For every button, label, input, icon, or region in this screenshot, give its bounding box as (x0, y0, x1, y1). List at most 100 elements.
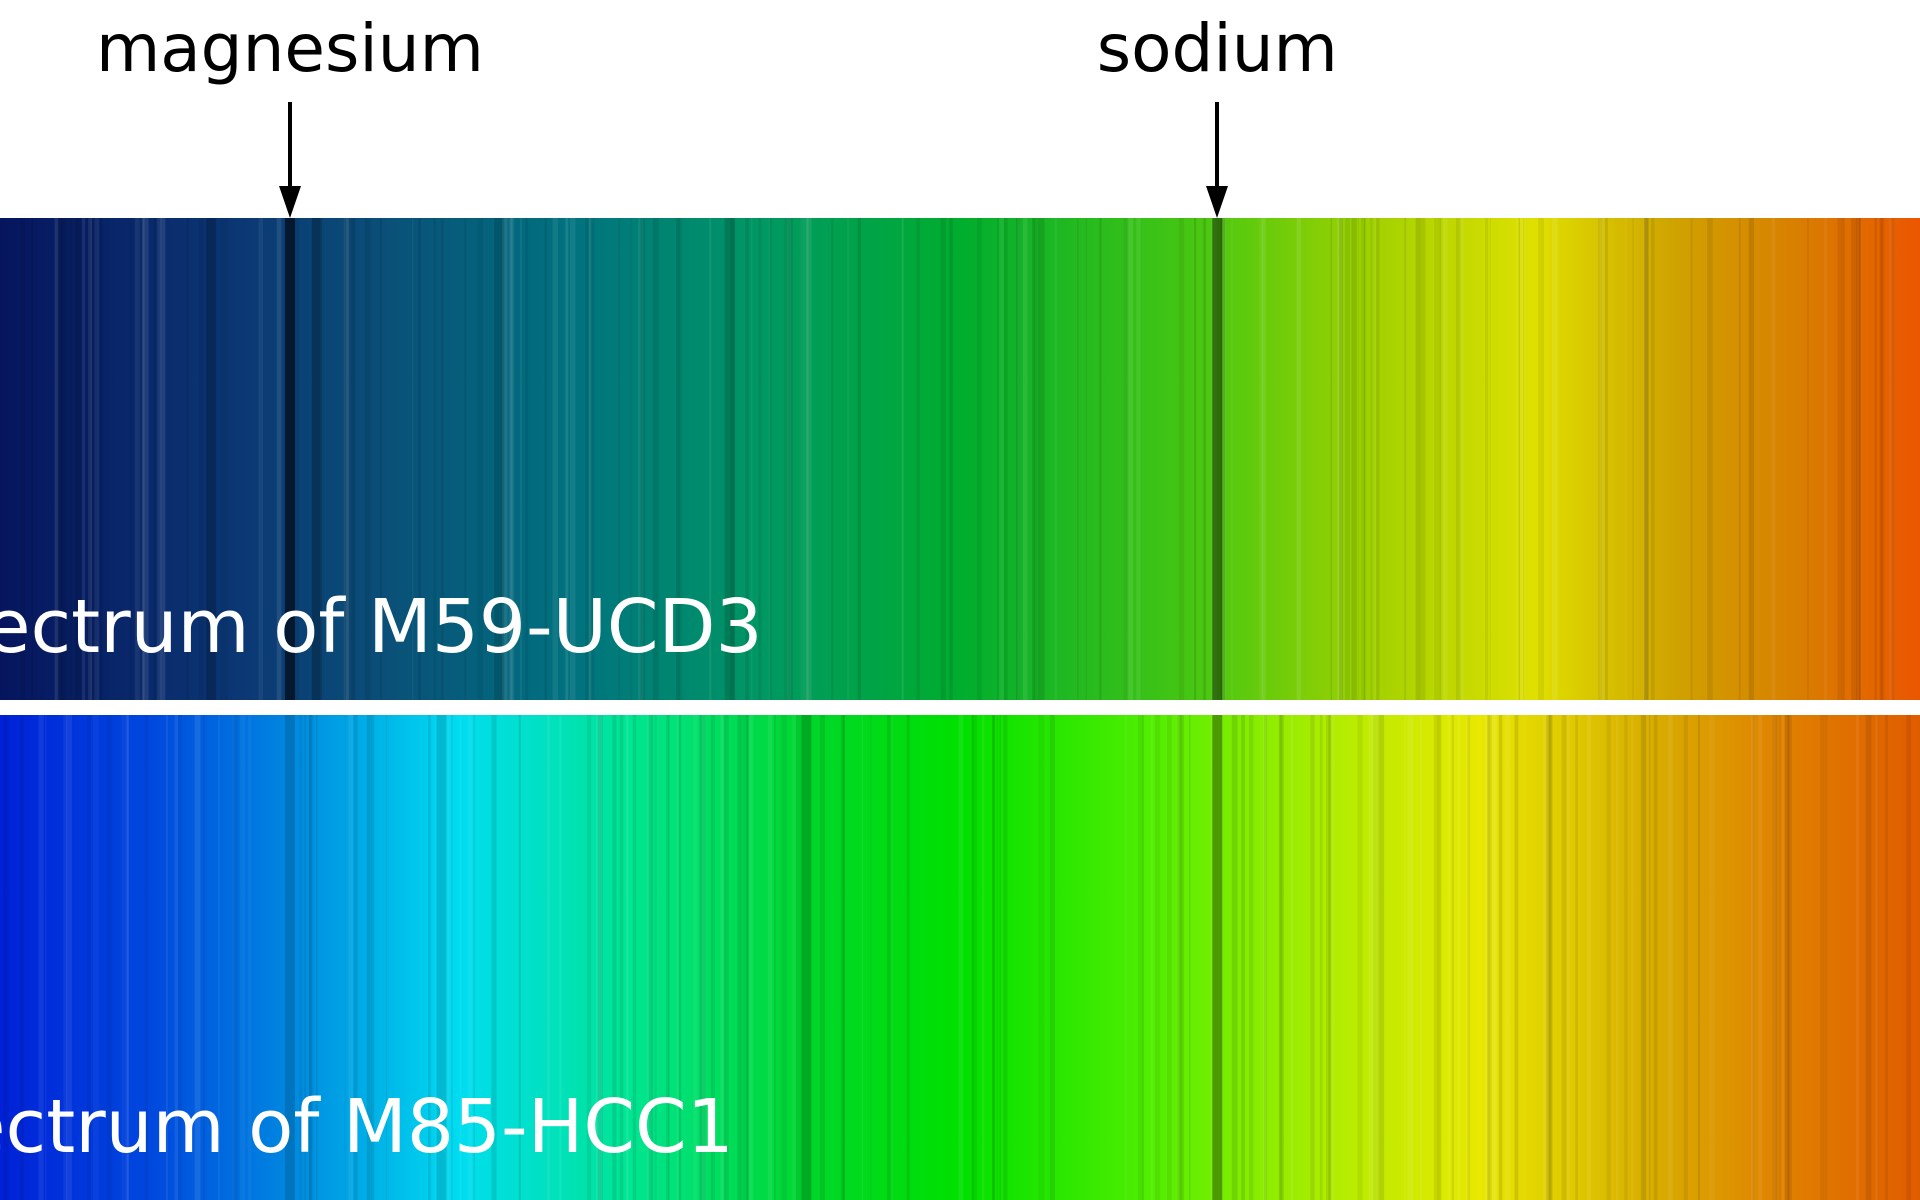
spectrum-texture-stripe (20, 218, 25, 700)
spectrum-texture-stripe (1031, 218, 1036, 700)
spectrum-texture-stripe (1709, 715, 1715, 1200)
spectrum-texture-stripe (1015, 218, 1020, 700)
spectrum-texture-stripe (144, 715, 149, 1200)
spectrum-caption: pectrum of M59-UCD3 (0, 584, 763, 670)
spectrum-m59-ucd3: pectrum of M59-UCD3 (0, 218, 1920, 700)
spectrum-texture-stripe (940, 218, 946, 700)
spectrum-texture-stripe (1038, 218, 1045, 700)
spectrum-texture-stripe (759, 218, 762, 700)
spectrum-texture-stripe (1447, 715, 1451, 1200)
spectrum-texture-stripe (1643, 218, 1648, 700)
spectrum-texture-stripe (1175, 715, 1181, 1200)
spectrum-texture-stripe (31, 218, 33, 700)
spectrum-texture-stripe (518, 715, 521, 1200)
spectrum-texture-stripe (1505, 715, 1511, 1200)
spectrum-texture-stripe (1773, 715, 1776, 1200)
spectrum-texture-stripe (160, 218, 166, 700)
spectrum-texture-stripe (298, 715, 303, 1200)
spectrum-texture-stripe (1330, 218, 1333, 700)
spectrum-texture-stripe (369, 218, 372, 700)
spectrum-texture-stripe (1467, 715, 1471, 1200)
spectrum-texture-stripe (1758, 715, 1762, 1200)
spectrum-texture-stripe (648, 715, 654, 1200)
spectrum-texture-stripe (202, 715, 205, 1200)
spectrum-texture-stripe (559, 715, 562, 1200)
spectrum-texture-stripe (1136, 218, 1141, 700)
spectrum-texture-stripe (646, 715, 651, 1200)
absorption-line (1212, 715, 1223, 1200)
spectrum-texture-stripe (1561, 715, 1567, 1200)
spectrum-texture-stripe (477, 218, 484, 700)
spectrum-texture-stripe (67, 218, 69, 700)
spectrum-texture-stripe (1606, 715, 1611, 1200)
spectrum-texture-stripe (276, 218, 282, 700)
sodium-label: sodium (1096, 10, 1338, 87)
spectrum-texture-stripe (693, 715, 698, 1200)
spectrum-texture-stripe (1263, 715, 1267, 1200)
spectrum-texture-stripe (901, 218, 904, 700)
spectrum-texture-stripe (709, 218, 712, 700)
spectrum-texture-stripe (972, 715, 977, 1200)
spectrum-texture-stripe (590, 218, 595, 700)
spectrum-texture-stripe (1433, 715, 1439, 1200)
spectrum-texture-stripe (997, 218, 1000, 700)
spectrum-gradient (0, 715, 1920, 1200)
spectrum-texture-stripe (1404, 218, 1407, 700)
spectrum-texture-stripe (857, 218, 861, 700)
spectrum-texture-stripe (1514, 715, 1519, 1200)
spectrum-texture-stripe (385, 715, 388, 1200)
spectrum-texture-stripe (1624, 715, 1628, 1200)
spectrum-texture-stripe (316, 715, 318, 1200)
spectrum-texture-stripe (1290, 715, 1293, 1200)
spectrum-texture-stripe (787, 218, 791, 700)
spectrum-texture-stripe (1345, 218, 1350, 700)
spectrum-texture-stripe (1466, 715, 1470, 1200)
spectrum-texture-stripe (1807, 218, 1809, 700)
spectrum-texture-stripe (737, 715, 742, 1200)
spectrum-texture-stripe (75, 218, 79, 700)
spectrum-texture-stripe (1022, 218, 1028, 700)
spectrum-texture-stripe (1644, 218, 1649, 700)
spectrum-texture-stripe (831, 218, 834, 700)
spectrum-texture-stripe (1538, 218, 1544, 700)
spectrum-texture-stripe (178, 715, 182, 1200)
spectrum-texture-stripe (800, 218, 807, 700)
spectrum-texture-stripe (1337, 218, 1343, 700)
spectrum-texture-stripe (1363, 218, 1366, 700)
spectrum-texture-stripe (1819, 715, 1825, 1200)
spectrum-texture-stripe (174, 715, 179, 1200)
spectrum-texture-stripe (1748, 218, 1754, 700)
spectrum-texture-stripe (701, 715, 705, 1200)
spectrum-texture-stripe (1223, 218, 1226, 700)
spectrum-texture-stripe (1651, 218, 1655, 700)
spectrum-texture-stripe (491, 715, 497, 1200)
spectrum-texture-stripe (1167, 715, 1172, 1200)
spectrum-texture-stripe (418, 218, 421, 700)
spectrum-texture-stripe (1778, 715, 1782, 1200)
spectrum-texture-stripe (1248, 715, 1254, 1200)
spectrum-texture-stripe (1459, 218, 1464, 700)
spectrum-texture-stripe (88, 218, 92, 700)
spectrum-texture-stripe (1653, 715, 1658, 1200)
spectrum-texture-stripe (1003, 218, 1008, 700)
spectrum-texture-stripe (1376, 218, 1380, 700)
spectrum-texture-stripe (788, 218, 794, 700)
spectrum-texture-stripe (198, 218, 204, 700)
spectrum-texture-stripe (1781, 715, 1785, 1200)
spectrum-texture-stripe (998, 218, 1004, 700)
spectrum-texture-stripe (638, 218, 644, 700)
spectrum-texture-stripe (1784, 715, 1790, 1200)
spectrum-texture-stripe (1487, 715, 1491, 1200)
spectrum-texture-stripe (1906, 715, 1911, 1200)
spectrum-texture-stripe (1824, 218, 1828, 700)
spectrum-texture-stripe (1099, 218, 1102, 700)
spectrum-texture-stripe (440, 218, 444, 700)
spectrum-texture-stripe (445, 715, 451, 1200)
spectrum-texture-stripe (729, 218, 736, 700)
spectrum-texture-stripe (1124, 715, 1126, 1200)
spectrum-texture-stripe (94, 218, 99, 700)
spectrum-texture-stripe (510, 218, 513, 700)
spectrum-texture-stripe (1123, 218, 1129, 700)
spectrum-texture-stripe (676, 715, 679, 1200)
spectrum-texture-stripe (1049, 715, 1055, 1200)
